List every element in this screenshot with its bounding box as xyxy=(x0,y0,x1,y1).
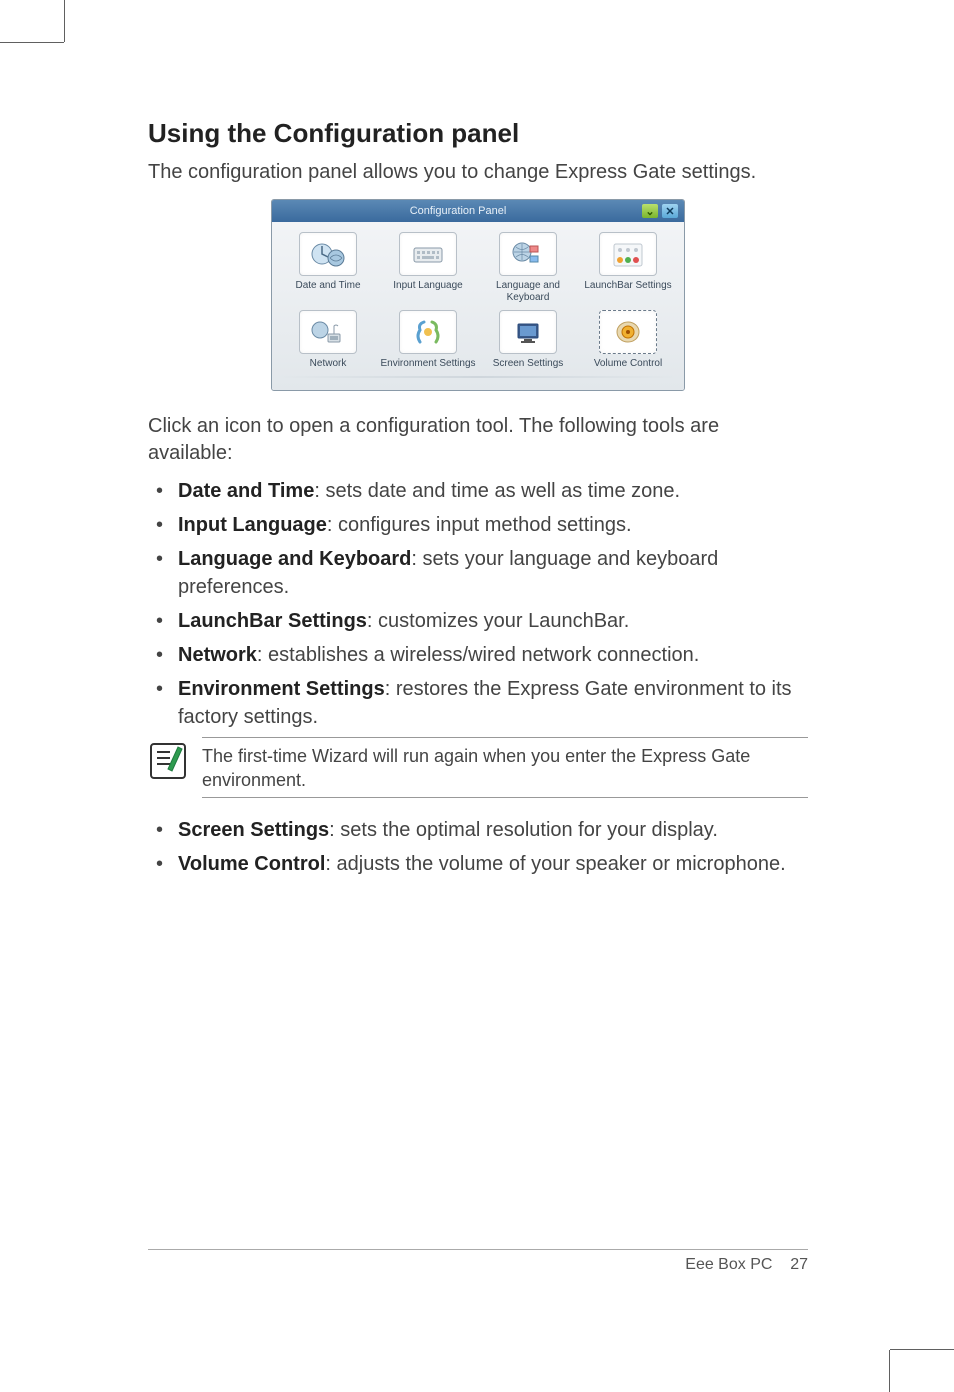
panel-item-volume-control[interactable]: Volume Control xyxy=(580,310,676,370)
crop-mark xyxy=(889,1350,890,1392)
note-rule-bottom xyxy=(202,797,808,798)
tool-desc: : adjusts the volume of your speaker or … xyxy=(325,853,785,875)
footer-page-number: 27 xyxy=(790,1256,808,1273)
tool-desc: : configures input method settings. xyxy=(327,514,632,536)
intro-text: The configuration panel allows you to ch… xyxy=(148,159,808,185)
panel-body: Date and Time xyxy=(272,222,684,390)
panel-wrapper: Configuration Panel ⌄ ✕ xyxy=(148,199,808,391)
crop-mark xyxy=(890,1349,954,1350)
list-item: Environment Settings: restores the Expre… xyxy=(148,675,808,731)
tools-list-1: Date and Time: sets date and time as wel… xyxy=(148,477,808,731)
footer-product: Eee Box PC xyxy=(685,1256,772,1273)
page-heading: Using the Configuration panel xyxy=(148,118,808,149)
tool-name: Input Language xyxy=(178,514,327,536)
note-callout: The first-time Wizard will run again whe… xyxy=(148,737,808,802)
clock-globe-icon xyxy=(299,232,357,276)
crop-mark xyxy=(0,42,64,43)
panel-item-label: Input Language xyxy=(393,280,463,292)
panel-item-network[interactable]: Network xyxy=(280,310,376,370)
list-item: Date and Time: sets date and time as wel… xyxy=(148,477,808,505)
tool-desc: : sets date and time as well as time zon… xyxy=(314,480,680,502)
panel-item-label: Language and Keyboard xyxy=(480,280,576,304)
panel-title: Configuration Panel xyxy=(278,205,638,217)
monitor-icon xyxy=(499,310,557,354)
minimize-button[interactable]: ⌄ xyxy=(642,204,658,218)
launchbar-icon xyxy=(599,232,657,276)
tool-desc: : customizes your LaunchBar. xyxy=(367,610,629,632)
panel-item-label: Environment Settings xyxy=(380,358,475,370)
panel-item-label: Volume Control xyxy=(594,358,662,370)
panel-item-language-keyboard[interactable]: Language and Keyboard xyxy=(480,232,576,304)
panel-item-launchbar-settings[interactable]: LaunchBar Settings xyxy=(580,232,676,304)
footer-text: Eee Box PC 27 xyxy=(148,1256,808,1274)
page-footer: Eee Box PC 27 xyxy=(148,1249,808,1274)
note-icon xyxy=(148,741,188,781)
note-rule-top xyxy=(202,737,808,738)
panel-row-2: Network Environment Settings xyxy=(278,310,678,370)
panel-item-date-time[interactable]: Date and Time xyxy=(280,232,376,304)
footer-rule xyxy=(148,1249,808,1250)
note-text: The first-time Wizard will run again whe… xyxy=(202,742,808,797)
configuration-panel-window: Configuration Panel ⌄ ✕ xyxy=(271,199,685,391)
panel-item-environment-settings[interactable]: Environment Settings xyxy=(380,310,476,370)
network-icon xyxy=(299,310,357,354)
tool-name: Screen Settings xyxy=(178,819,329,841)
tool-name: Language and Keyboard xyxy=(178,548,411,570)
keyboard-icon xyxy=(399,232,457,276)
panel-row-1: Date and Time xyxy=(278,232,678,304)
globe-keyboard-icon xyxy=(499,232,557,276)
close-button[interactable]: ✕ xyxy=(662,204,678,218)
after-panel-text: Click an icon to open a configuration to… xyxy=(148,413,808,467)
panel-titlebar: Configuration Panel ⌄ ✕ xyxy=(272,200,684,222)
page: Using the Configuration panel The config… xyxy=(0,0,954,1392)
panel-separator xyxy=(278,376,678,378)
tool-name: LaunchBar Settings xyxy=(178,610,367,632)
panel-item-label: Date and Time xyxy=(295,280,360,292)
list-item: Screen Settings: sets the optimal resolu… xyxy=(148,816,808,844)
tools-list-2: Screen Settings: sets the optimal resolu… xyxy=(148,816,808,878)
list-item: LaunchBar Settings: customizes your Laun… xyxy=(148,607,808,635)
panel-item-screen-settings[interactable]: Screen Settings xyxy=(480,310,576,370)
tool-name: Network xyxy=(178,644,257,666)
panel-item-label: Network xyxy=(310,358,347,370)
environment-icon xyxy=(399,310,457,354)
list-item: Network: establishes a wireless/wired ne… xyxy=(148,641,808,669)
list-item: Volume Control: adjusts the volume of yo… xyxy=(148,850,808,878)
speaker-icon xyxy=(599,310,657,354)
tool-name: Environment Settings xyxy=(178,678,385,700)
list-item: Language and Keyboard: sets your languag… xyxy=(148,545,808,601)
tool-name: Volume Control xyxy=(178,853,325,875)
panel-item-label: Screen Settings xyxy=(493,358,564,370)
tool-desc: : sets the optimal resolution for your d… xyxy=(329,819,718,841)
tool-name: Date and Time xyxy=(178,480,314,502)
crop-mark xyxy=(64,0,65,42)
panel-item-input-language[interactable]: Input Language xyxy=(380,232,476,304)
note-body: The first-time Wizard will run again whe… xyxy=(202,737,808,802)
content-area: Using the Configuration panel The config… xyxy=(148,118,808,884)
tool-desc: : establishes a wireless/wired network c… xyxy=(257,644,699,666)
panel-item-label: LaunchBar Settings xyxy=(584,280,671,292)
list-item: Input Language: configures input method … xyxy=(148,511,808,539)
